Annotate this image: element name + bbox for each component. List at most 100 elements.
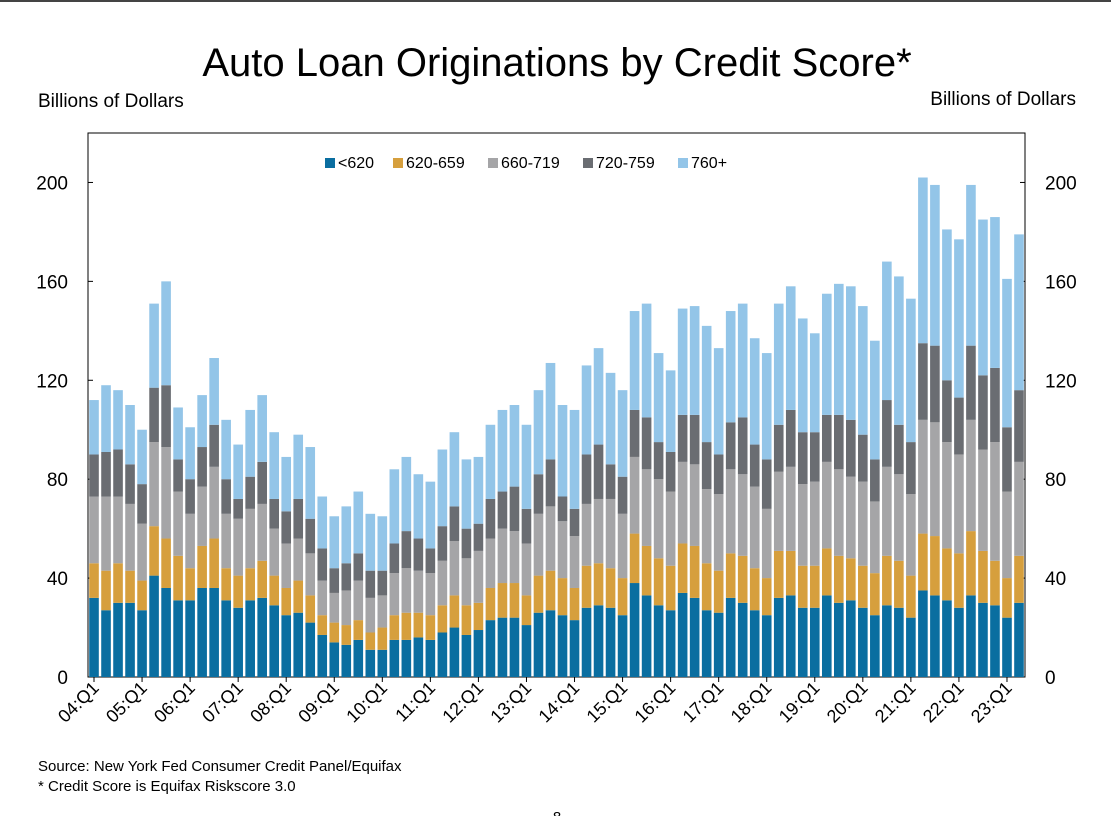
y2-tick-label: 0 [1045, 668, 1056, 689]
bar-segment [858, 481, 868, 566]
bar-segment [413, 637, 424, 677]
x-tick-label: 11:Q1 [391, 678, 439, 726]
bar-segment [713, 348, 724, 455]
bar-segment [906, 575, 916, 618]
bar-segment [221, 419, 231, 480]
bar-segment [990, 605, 1000, 677]
bar-segment [245, 568, 255, 601]
bar-segment [617, 476, 628, 514]
bar-segment [617, 578, 628, 616]
bar-segment [833, 469, 844, 556]
bar-segment [269, 575, 280, 606]
bar-segment [617, 390, 628, 477]
bar-segment [821, 548, 832, 596]
bar-segment [930, 422, 940, 537]
bar-segment [125, 464, 135, 504]
bar-segment [641, 545, 652, 596]
y-tick-label: 40 [47, 569, 68, 590]
bar-segment [365, 597, 376, 633]
bar-segment [870, 573, 880, 616]
bar-segment [485, 620, 496, 677]
bar-segment [809, 333, 820, 433]
bar-segment [485, 538, 496, 588]
bar-segment [809, 432, 820, 482]
bar-segment [497, 528, 508, 584]
bar-segment [413, 612, 424, 638]
bar-segment [293, 612, 304, 677]
bar-segment [930, 345, 940, 423]
bar-segment [161, 538, 171, 588]
bar-segment [882, 400, 892, 467]
x-tick-label: 07:Q1 [198, 678, 247, 727]
bar-segment [101, 570, 111, 611]
bar-segment [906, 617, 916, 677]
bar-segment [978, 602, 988, 677]
bar-segment [846, 558, 856, 601]
bar-segment [557, 578, 568, 616]
bar-segment [665, 491, 676, 566]
bar-segment [966, 531, 976, 596]
bar-segment [689, 306, 700, 415]
bar-segment [569, 620, 580, 677]
bar-segment [894, 607, 904, 677]
bar-segment [966, 184, 976, 346]
bar-segment [197, 395, 207, 448]
y-tick-label: 120 [36, 371, 68, 392]
bar-segment [149, 387, 159, 443]
bar-segment [269, 605, 280, 677]
x-tick-label: 12:Q1 [438, 678, 487, 727]
bar-segment [858, 434, 868, 482]
bar-segment [725, 311, 736, 423]
bar-segment [990, 217, 1000, 368]
bar-segment [942, 442, 952, 549]
bar-segment [617, 615, 628, 677]
bar-segment [833, 414, 844, 470]
bar-segment [197, 486, 207, 546]
bar-segment [137, 580, 147, 611]
bar-segment [990, 367, 1000, 443]
bar-segment [425, 573, 436, 616]
legend-swatch [325, 158, 335, 168]
x-tick-label: 10:Q1 [342, 678, 391, 727]
bar-segment [197, 545, 207, 588]
bar-segment [725, 469, 736, 554]
bar-segment [461, 459, 472, 529]
bar-segment [125, 602, 135, 677]
bar-segment [149, 442, 159, 527]
bar-segment [377, 627, 388, 650]
bar-segment [737, 417, 748, 475]
bar-segment [629, 311, 640, 410]
legend-swatch [583, 158, 593, 168]
bar-segment [401, 568, 412, 613]
bar-segment [870, 340, 880, 460]
bar-segment [389, 543, 400, 574]
bar-segment [305, 447, 316, 519]
bar-segment [341, 506, 352, 564]
bar-segment [918, 343, 928, 420]
bar-segment [785, 550, 796, 596]
bar-segment [557, 521, 568, 579]
bar-segment [377, 595, 388, 628]
bar-segment [713, 570, 724, 613]
legend-label: 720-759 [596, 155, 655, 172]
bar-segment [293, 538, 304, 581]
legend-swatch [393, 158, 403, 168]
bar-segment [185, 568, 195, 601]
bar-segment [221, 479, 231, 514]
bar-segment [161, 447, 171, 539]
bar-segment [305, 622, 316, 677]
y-tick-label: 200 [36, 173, 68, 194]
bar-segment [233, 575, 243, 608]
bar-segment [461, 528, 472, 559]
bar-segment [785, 466, 796, 551]
bar-segment [305, 518, 316, 554]
bar-segment [509, 583, 520, 618]
bar-segment [329, 568, 340, 593]
bar-segment [185, 600, 195, 677]
bar-segment [641, 417, 652, 470]
x-tick-label: 21:Q1 [871, 678, 920, 727]
bar-segment [749, 610, 760, 677]
bar-segment [870, 459, 880, 502]
bar-segment [173, 600, 183, 677]
bar-segment [533, 474, 544, 514]
